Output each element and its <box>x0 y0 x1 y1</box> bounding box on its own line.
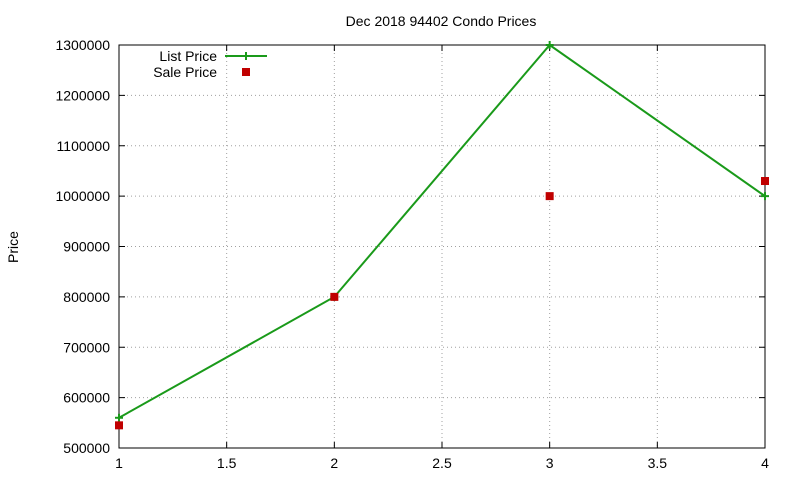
x-tick-label: 3.5 <box>648 455 668 471</box>
legend-entry: List Price <box>159 48 267 64</box>
y-tick-label: 500000 <box>63 440 110 456</box>
chart-title: Dec 2018 94402 Condo Prices <box>346 13 537 29</box>
x-tick-label: 3 <box>546 455 554 471</box>
x-tick-label: 2 <box>330 455 338 471</box>
series-list-price <box>115 41 769 422</box>
data-point <box>761 192 769 201</box>
legend-marker <box>242 68 250 76</box>
y-tick-label: 1300000 <box>55 37 110 53</box>
x-tick-label: 4 <box>761 455 769 471</box>
series-line <box>118 43 766 419</box>
series-layer <box>115 41 769 430</box>
legend-marker <box>242 52 250 60</box>
y-tick-label: 900000 <box>63 239 110 255</box>
y-tick-label: 600000 <box>63 390 110 406</box>
legend-entry: Sale Price <box>153 64 250 80</box>
axis-ticks: 1 1.5 2 2.5 3 3.5 4 500000 600000 700000 800000 900… <box>55 37 769 471</box>
x-tick-label: 2.5 <box>432 455 452 471</box>
grid-lines <box>119 45 765 448</box>
data-point <box>330 292 339 301</box>
x-tick-label: 1.5 <box>217 455 237 471</box>
legend-label: List Price <box>159 48 217 64</box>
data-point <box>545 192 554 201</box>
legend-label: Sale Price <box>153 64 217 80</box>
y-tick-label: 800000 <box>63 289 110 305</box>
y-tick-label: 700000 <box>63 339 110 355</box>
data-point <box>545 41 554 49</box>
data-point <box>115 421 123 430</box>
y-axis-label: Price <box>5 231 21 263</box>
series-sale-price <box>115 177 769 430</box>
data-point <box>761 177 769 186</box>
x-tick-label: 1 <box>115 455 123 471</box>
y-tick-label: 1200000 <box>55 87 110 103</box>
data-point <box>115 413 123 422</box>
y-tick-label: 1100000 <box>57 138 111 154</box>
y-tick-label: 1000000 <box>55 188 110 204</box>
